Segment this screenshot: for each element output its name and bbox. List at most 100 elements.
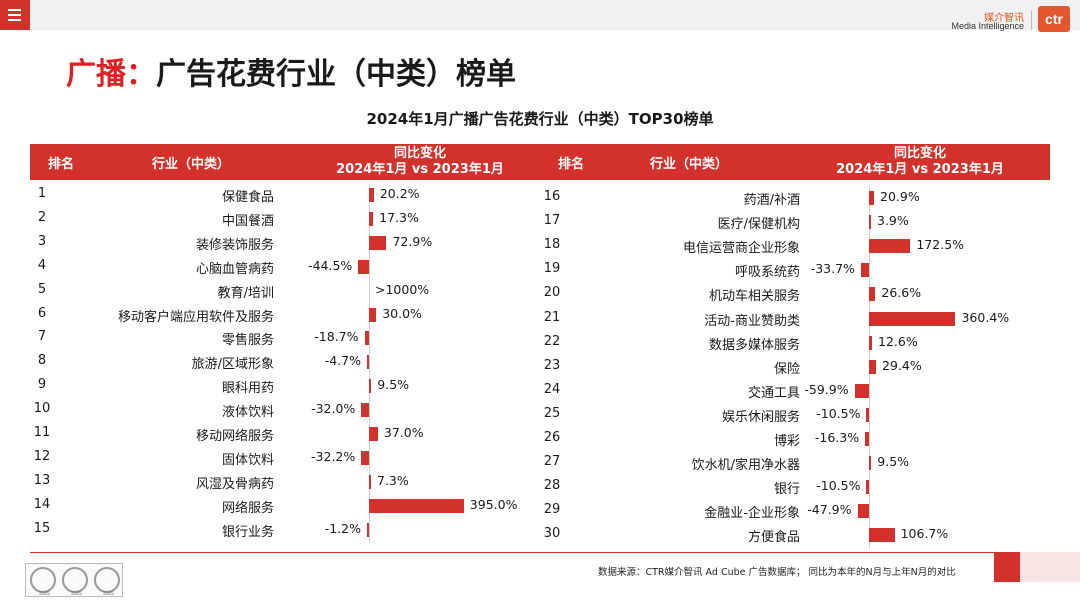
page-title: 广播：广告花费行业（中类）榜单 bbox=[66, 49, 516, 93]
rank-number: 30 bbox=[543, 526, 561, 542]
change-label: 29.4% bbox=[882, 357, 922, 373]
industry-name: 保健食品 bbox=[221, 190, 274, 205]
rank-number: 4 bbox=[37, 257, 47, 273]
rank-number: 3 bbox=[37, 233, 47, 249]
sgs-label: SGS bbox=[39, 591, 50, 597]
header-change-left: 同比变化 2024年1月 vs 2023年1月 bbox=[330, 146, 510, 178]
industry-name: 零售服务 bbox=[221, 333, 274, 349]
change-bar bbox=[361, 403, 369, 418]
change-label: 37.0% bbox=[383, 425, 424, 440]
rank-number: 11 bbox=[33, 425, 51, 440]
change-label: -32.0% bbox=[311, 401, 356, 417]
change-bar bbox=[369, 474, 371, 489]
change-bar bbox=[869, 287, 876, 302]
change-label: 17.3% bbox=[379, 209, 419, 225]
change-label: 30.0% bbox=[382, 305, 422, 321]
change-bar bbox=[866, 480, 869, 495]
industry-name: 数据多媒体服务 bbox=[708, 337, 800, 353]
header-industry-left: 行业（中类） bbox=[152, 157, 231, 172]
rank-number: 20 bbox=[543, 285, 561, 301]
rank-number: 22 bbox=[543, 333, 561, 349]
change-label: 172.5% bbox=[916, 237, 965, 253]
industry-name: 保险 bbox=[773, 361, 800, 377]
change-label: -44.5% bbox=[308, 257, 353, 273]
rank-number: 12 bbox=[33, 448, 51, 464]
change-label: -59.9% bbox=[804, 381, 849, 397]
change-bar bbox=[866, 407, 869, 422]
change-bar bbox=[869, 528, 895, 543]
change-bar bbox=[367, 522, 369, 537]
rank-number: 25 bbox=[543, 405, 561, 421]
change-label: 72.9% bbox=[392, 233, 433, 249]
footer-line bbox=[30, 552, 994, 553]
change-label: 360.4% bbox=[961, 309, 1010, 325]
industry-name: 旅游/区域形象 bbox=[191, 357, 274, 373]
change-label: -33.7% bbox=[810, 261, 855, 277]
rank-number: 16 bbox=[543, 189, 561, 204]
change-label: -16.3% bbox=[814, 430, 860, 445]
rank-number: 14 bbox=[33, 496, 51, 512]
change-bar bbox=[361, 450, 369, 465]
change-bar bbox=[854, 383, 869, 398]
change-label: -1.2% bbox=[324, 520, 361, 536]
industry-name: 中国餐酒 bbox=[221, 213, 274, 229]
change-label: 12.6% bbox=[878, 333, 918, 349]
industry-name: 机动车相关服务 bbox=[708, 289, 800, 305]
change-bar bbox=[369, 235, 387, 250]
rank-number: 28 bbox=[543, 478, 561, 494]
rank-number: 6 bbox=[37, 305, 47, 321]
change-bar bbox=[869, 335, 873, 350]
change-bar bbox=[367, 355, 369, 370]
change-label: -4.7% bbox=[324, 353, 361, 369]
change-bar bbox=[860, 263, 869, 278]
sgs-seal-icon bbox=[30, 567, 56, 593]
rank-number: 24 bbox=[543, 381, 561, 397]
industry-name: 移动网络服务 bbox=[195, 429, 274, 444]
change-bar bbox=[869, 215, 871, 230]
change-label: 20.2% bbox=[379, 186, 420, 201]
change-label: 7.3% bbox=[377, 472, 409, 488]
industry-name: 银行业务 bbox=[221, 524, 274, 540]
change-bar bbox=[869, 359, 877, 374]
change-bar bbox=[369, 307, 377, 322]
change-bar bbox=[869, 191, 875, 205]
industry-name: 博彩 bbox=[773, 434, 800, 449]
industry-name: 心脑血管病药 bbox=[195, 261, 274, 277]
change-label: >1000% bbox=[375, 281, 430, 297]
change-label: -10.5% bbox=[816, 405, 861, 421]
rank-number: 17 bbox=[543, 213, 561, 229]
brand-name-cn: 媒介智讯 bbox=[984, 13, 1024, 24]
footer-accent-block bbox=[994, 552, 1020, 582]
industry-name: 医疗/保健机构 bbox=[717, 217, 800, 233]
change-bar bbox=[369, 211, 374, 226]
industry-name: 电信运营商企业形象 bbox=[682, 241, 800, 257]
top-bar: 媒介智讯 Media Intelligence ctr bbox=[0, 0, 1080, 32]
sgs-label: SGS bbox=[71, 591, 82, 597]
change-bar bbox=[869, 239, 911, 254]
page-title-prefix: 广播： bbox=[66, 57, 156, 92]
change-bar bbox=[369, 379, 372, 394]
header-change-right-line2: 2024年1月 vs 2023年1月 bbox=[836, 162, 1004, 177]
rank-number: 21 bbox=[543, 309, 561, 325]
change-label: -47.9% bbox=[807, 502, 852, 518]
header-change-left-line1: 同比变化 bbox=[393, 146, 446, 161]
industry-name: 眼科用药 bbox=[221, 381, 274, 397]
rank-number: 9 bbox=[37, 377, 47, 393]
rank-number: 15 bbox=[33, 520, 51, 536]
change-bar bbox=[369, 498, 464, 513]
rank-number: 18 bbox=[543, 237, 561, 253]
sgs-label: SGS bbox=[103, 591, 114, 597]
change-label: 9.5% bbox=[377, 377, 410, 393]
hamburger-icon[interactable] bbox=[0, 0, 30, 30]
industry-name: 风湿及骨病药 bbox=[195, 476, 274, 492]
brand-divider bbox=[1031, 10, 1032, 30]
table-header: 排名 行业（中类） 同比变化 2024年1月 vs 2023年1月 排名 行业（… bbox=[30, 144, 1050, 180]
change-bar bbox=[865, 432, 869, 446]
footer-accent-pink bbox=[1020, 552, 1080, 582]
header-rank-left: 排名 bbox=[48, 157, 75, 172]
change-bar bbox=[869, 311, 956, 326]
change-label: 9.5% bbox=[877, 454, 910, 470]
change-label: 26.6% bbox=[881, 285, 922, 301]
rank-number: 7 bbox=[37, 329, 47, 345]
change-bar bbox=[369, 427, 378, 441]
